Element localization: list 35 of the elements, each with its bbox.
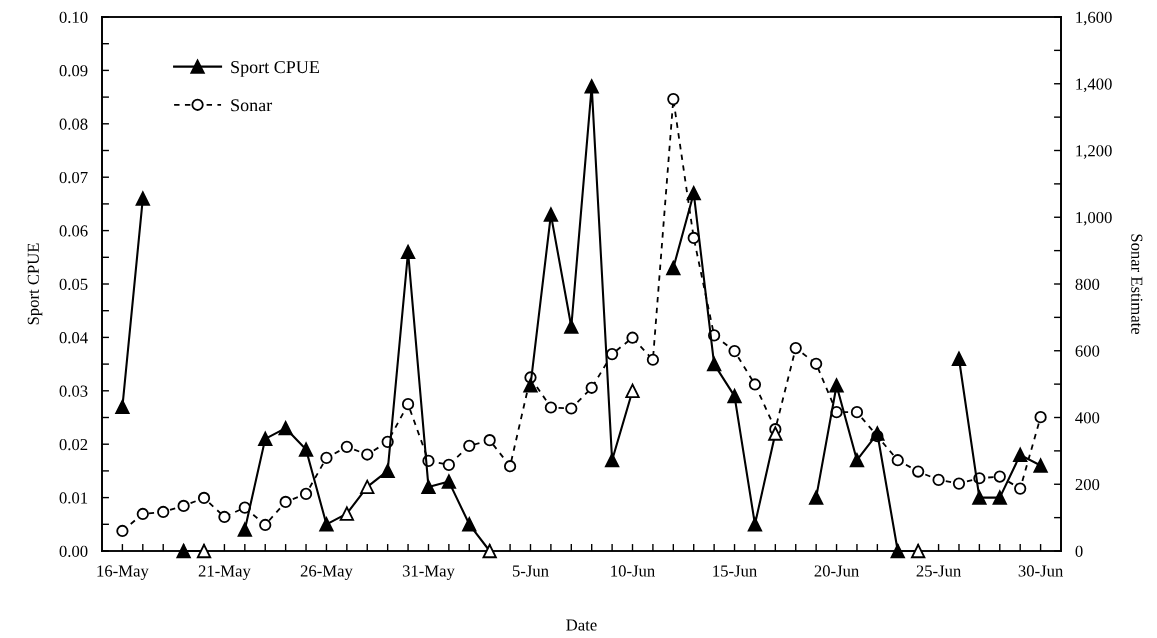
y-tick-label: 0.01 [59,492,88,504]
y-tick-label: 0.06 [59,225,88,237]
legend-label: Sonar [231,99,273,112]
y2-tick-label: 1,000 [1076,211,1112,226]
y2-tick-label: 200 [1075,478,1100,491]
y2-tick-label: 600 [1075,345,1100,357]
y2-tick-label: 1,400 [1076,78,1112,93]
x-tick-label: 16-May [97,565,149,580]
y2-tick-label: 400 [1075,412,1100,424]
y-tick-label: 0.04 [59,332,88,344]
x-tick-label: 31-May [402,565,455,580]
y-axis-title: Sport CPUE [27,243,43,325]
x-tick-label: 25-Jun [916,565,962,577]
y-tick-label: 0.00 [59,545,88,558]
y-tick-label: 0.10 [59,11,88,24]
legend-label: Sport CPUE [231,61,319,77]
y-tick-label: 0.09 [59,65,88,77]
y2-tick-label: 1,200 [1076,145,1112,159]
x-tick-label: 30-Jun [1018,565,1064,577]
x-tick-label: 5-Jun [512,565,549,577]
y-tick-label: 0.03 [59,385,88,397]
y2-tick-label: 800 [1075,278,1100,290]
x-tick-label: 10-Jun [611,565,655,577]
x-axis-title: Date [566,619,597,631]
x-tick-label: 21-May [198,565,251,580]
x-tick-label: 20-Jun [814,565,859,577]
y-tick-label: 0.02 [59,438,88,451]
y2-tick-label: 0 [1075,545,1083,557]
y-tick-label: 0.05 [59,278,88,291]
x-tick-label: 26-May [300,565,353,580]
y2-tick-label: 1,600 [1076,11,1112,26]
y-tick-label: 0.08 [59,118,88,130]
y-tick-label: 0.07 [59,171,88,184]
x-tick-label: 15-Jun [713,565,757,577]
y2-axis-title: Sonar Estimate [1131,234,1143,335]
